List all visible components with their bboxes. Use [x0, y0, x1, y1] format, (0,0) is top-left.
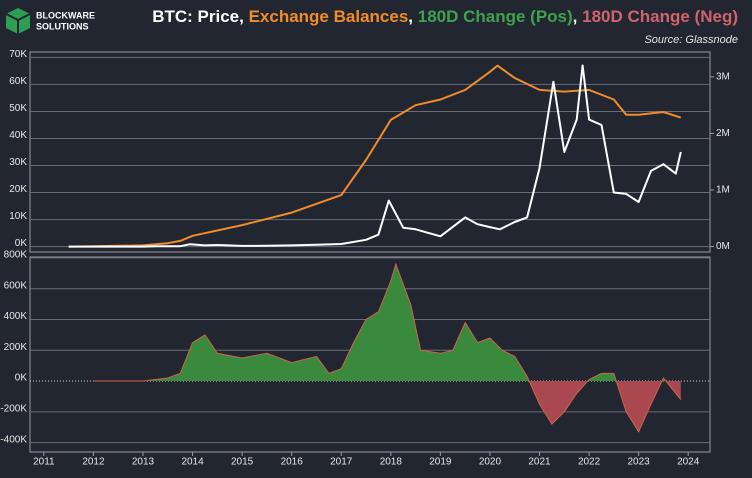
title-part: , [573, 7, 582, 26]
logo-text: BLOCKWARE [36, 10, 95, 20]
area-positive [93, 264, 681, 382]
x-tick-label: 2014 [181, 457, 204, 468]
x-tick-label: 2022 [578, 457, 601, 468]
x-tick-label: 2016 [281, 457, 304, 468]
y-tick-label: -200K [0, 403, 27, 414]
y-tick-label: 400K [4, 311, 28, 322]
y-tick-label: 0K [15, 373, 28, 384]
plot-frame [29, 256, 711, 453]
area-outline [93, 262, 682, 433]
logo: BLOCKWARE SOLUTIONS [5, 8, 95, 34]
y-tick-label: 0K [15, 238, 28, 249]
y-tick-label: 200K [4, 342, 28, 353]
area-negative [529, 381, 681, 432]
x-tick-label: 2011 [33, 457, 55, 468]
logo-text: SOLUTIONS [36, 21, 89, 31]
title-part: 180D Change (Neg) [582, 7, 738, 26]
y-tick-label: 600K [4, 280, 28, 291]
x-tick-label: 2024 [677, 457, 700, 468]
y2-tick-label: 1M [716, 185, 730, 196]
series-line [68, 64, 682, 248]
y-tick-label: 800K [4, 250, 28, 261]
title-part: , [408, 7, 417, 26]
y-tick-label: 40K [9, 130, 27, 141]
y2-tick-label: 0M [716, 241, 730, 252]
y-tick-label: -400K [0, 434, 27, 445]
x-tick-label: 2023 [628, 457, 651, 468]
y-tick-label: 20K [9, 184, 27, 195]
y2-tick-label: 2M [716, 128, 730, 139]
x-tick-label: 2021 [528, 457, 551, 468]
plot-frame [29, 51, 711, 253]
y-tick-label: 50K [9, 103, 27, 114]
y-tick-label: 60K [9, 76, 27, 87]
x-tick-label: 2020 [479, 457, 502, 468]
title-part: Exchange Balances [249, 7, 409, 26]
chart-title: BTC: Price, Exchange Balances, 180D Chan… [152, 7, 738, 26]
x-tick-label: 2015 [231, 457, 254, 468]
y-tick-label: 30K [9, 157, 27, 168]
x-tick-label: 2012 [82, 457, 105, 468]
title-part: BTC: Price [152, 7, 239, 26]
title-part: 180D Change (Pos) [418, 7, 573, 26]
source: Source: Glassnode [644, 34, 738, 46]
title-part: , [239, 7, 248, 26]
x-tick-label: 2017 [330, 457, 353, 468]
x-tick-label: 2013 [132, 457, 155, 468]
series-line [68, 64, 682, 248]
x-tick-label: 2019 [429, 457, 452, 468]
y2-tick-label: 3M [716, 72, 730, 83]
y-tick-label: 10K [9, 211, 27, 222]
y-tick-label: 70K [9, 49, 27, 60]
x-tick-label: 2018 [380, 457, 403, 468]
